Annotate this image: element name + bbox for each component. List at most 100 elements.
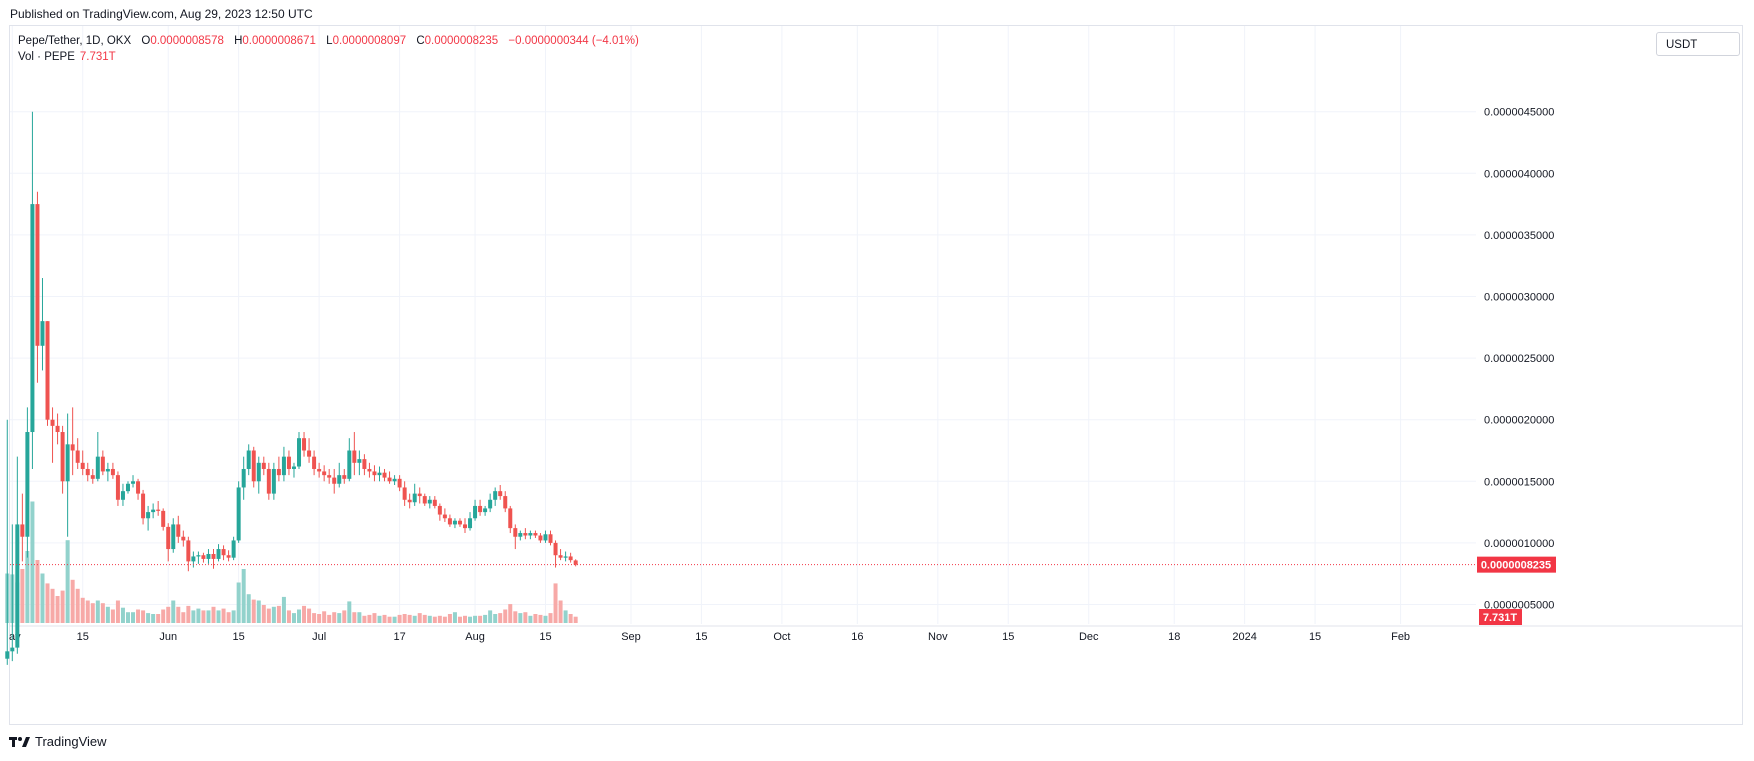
volume-bar[interactable]: [176, 606, 181, 623]
volume-bar[interactable]: [201, 610, 206, 623]
candle-body[interactable]: [271, 468, 276, 494]
candle-body[interactable]: [141, 493, 146, 519]
volume-bar[interactable]: [342, 610, 347, 623]
volume-bar[interactable]: [156, 614, 161, 623]
volume-bar[interactable]: [211, 606, 216, 623]
volume-bar[interactable]: [573, 616, 578, 623]
candle-body[interactable]: [573, 560, 578, 565]
volume-bar[interactable]: [246, 594, 251, 623]
volume-bar[interactable]: [392, 616, 397, 623]
candle-body[interactable]: [206, 553, 211, 559]
candle-body[interactable]: [463, 524, 467, 529]
candle-body[interactable]: [161, 510, 166, 527]
currency-button[interactable]: USDT: [1656, 32, 1740, 56]
candle-body[interactable]: [357, 459, 362, 463]
volume-bar[interactable]: [161, 609, 166, 624]
candle-body[interactable]: [241, 468, 246, 488]
volume-bar[interactable]: [291, 613, 296, 623]
volume-bar[interactable]: [186, 605, 191, 623]
candle-body[interactable]: [307, 450, 312, 457]
volume-bar[interactable]: [382, 614, 387, 623]
candle-body[interactable]: [181, 536, 186, 541]
candle-body[interactable]: [528, 533, 533, 536]
volume-bar[interactable]: [171, 600, 176, 624]
candle-body[interactable]: [508, 508, 513, 529]
candle-body[interactable]: [80, 462, 85, 469]
candle-body[interactable]: [327, 475, 332, 478]
candle-body[interactable]: [85, 468, 90, 476]
volume-bar[interactable]: [432, 616, 437, 623]
candle-body[interactable]: [518, 533, 523, 537]
candle-body[interactable]: [352, 450, 357, 463]
volume-bar[interactable]: [35, 560, 40, 623]
candle-body[interactable]: [256, 462, 261, 482]
volume-bar[interactable]: [191, 610, 196, 623]
volume-bar[interactable]: [478, 615, 483, 623]
volume-bar[interactable]: [45, 583, 50, 623]
candle-body[interactable]: [523, 533, 528, 536]
volume-bar[interactable]: [543, 615, 548, 623]
volume-bar[interactable]: [100, 603, 105, 623]
candle-body[interactable]: [317, 468, 322, 472]
candle-body[interactable]: [35, 204, 40, 346]
footer-brand[interactable]: TradingView: [9, 734, 107, 749]
candle-body[interactable]: [488, 499, 493, 509]
volume-bar[interactable]: [236, 582, 241, 624]
candle-body[interactable]: [372, 471, 377, 476]
candle-body[interactable]: [442, 514, 447, 519]
candle-body[interactable]: [246, 450, 251, 469]
candle-body[interactable]: [312, 456, 317, 469]
volume-bar[interactable]: [498, 613, 503, 623]
candle-body[interactable]: [171, 524, 176, 550]
candle-body[interactable]: [231, 540, 236, 558]
candle-body[interactable]: [95, 456, 100, 479]
volume-bar[interactable]: [463, 615, 467, 623]
candle-body[interactable]: [281, 456, 286, 476]
volume-bar[interactable]: [362, 615, 367, 623]
volume-bar[interactable]: [25, 551, 30, 623]
volume-bar[interactable]: [513, 611, 518, 623]
volume-bar[interactable]: [352, 612, 357, 623]
candle-body[interactable]: [115, 475, 120, 500]
volume-bar[interactable]: [131, 612, 136, 623]
volume-bar[interactable]: [483, 614, 488, 623]
volume-bar[interactable]: [120, 607, 125, 623]
volume-bar[interactable]: [322, 611, 327, 623]
candle-body[interactable]: [392, 478, 397, 482]
volume-bar[interactable]: [60, 590, 65, 623]
candle-body[interactable]: [125, 483, 130, 492]
candle-body[interactable]: [447, 518, 452, 525]
candle-body[interactable]: [110, 468, 115, 476]
volume-bar[interactable]: [30, 501, 35, 624]
volume-bar[interactable]: [407, 614, 412, 623]
volume-bar[interactable]: [442, 616, 447, 623]
candle-body[interactable]: [412, 493, 417, 503]
volume-bar[interactable]: [75, 588, 80, 623]
candle-body[interactable]: [201, 555, 206, 559]
volume-bar[interactable]: [80, 597, 85, 623]
volume-bar[interactable]: [357, 612, 362, 623]
candle-body[interactable]: [402, 487, 407, 500]
candle-body[interactable]: [563, 556, 568, 558]
candle-body[interactable]: [186, 540, 191, 562]
volume-bar[interactable]: [473, 615, 478, 623]
volume-bar[interactable]: [146, 613, 151, 623]
volume-bar[interactable]: [55, 596, 60, 623]
candle-body[interactable]: [382, 472, 387, 478]
volume-bar[interactable]: [367, 614, 372, 623]
volume-bar[interactable]: [281, 596, 286, 623]
volume-bar[interactable]: [437, 615, 442, 623]
candle-body[interactable]: [407, 499, 412, 503]
volume-bar[interactable]: [553, 583, 558, 623]
candle-body[interactable]: [417, 493, 422, 497]
candle-body[interactable]: [251, 450, 256, 482]
volume-bar[interactable]: [402, 614, 407, 623]
volume-bar[interactable]: [266, 608, 271, 623]
volume-bar[interactable]: [523, 612, 528, 623]
volume-bar[interactable]: [503, 609, 508, 624]
candle-body[interactable]: [533, 533, 538, 536]
volume-bar[interactable]: [347, 601, 352, 623]
volume-bar[interactable]: [65, 540, 70, 623]
candle-body[interactable]: [297, 438, 302, 467]
